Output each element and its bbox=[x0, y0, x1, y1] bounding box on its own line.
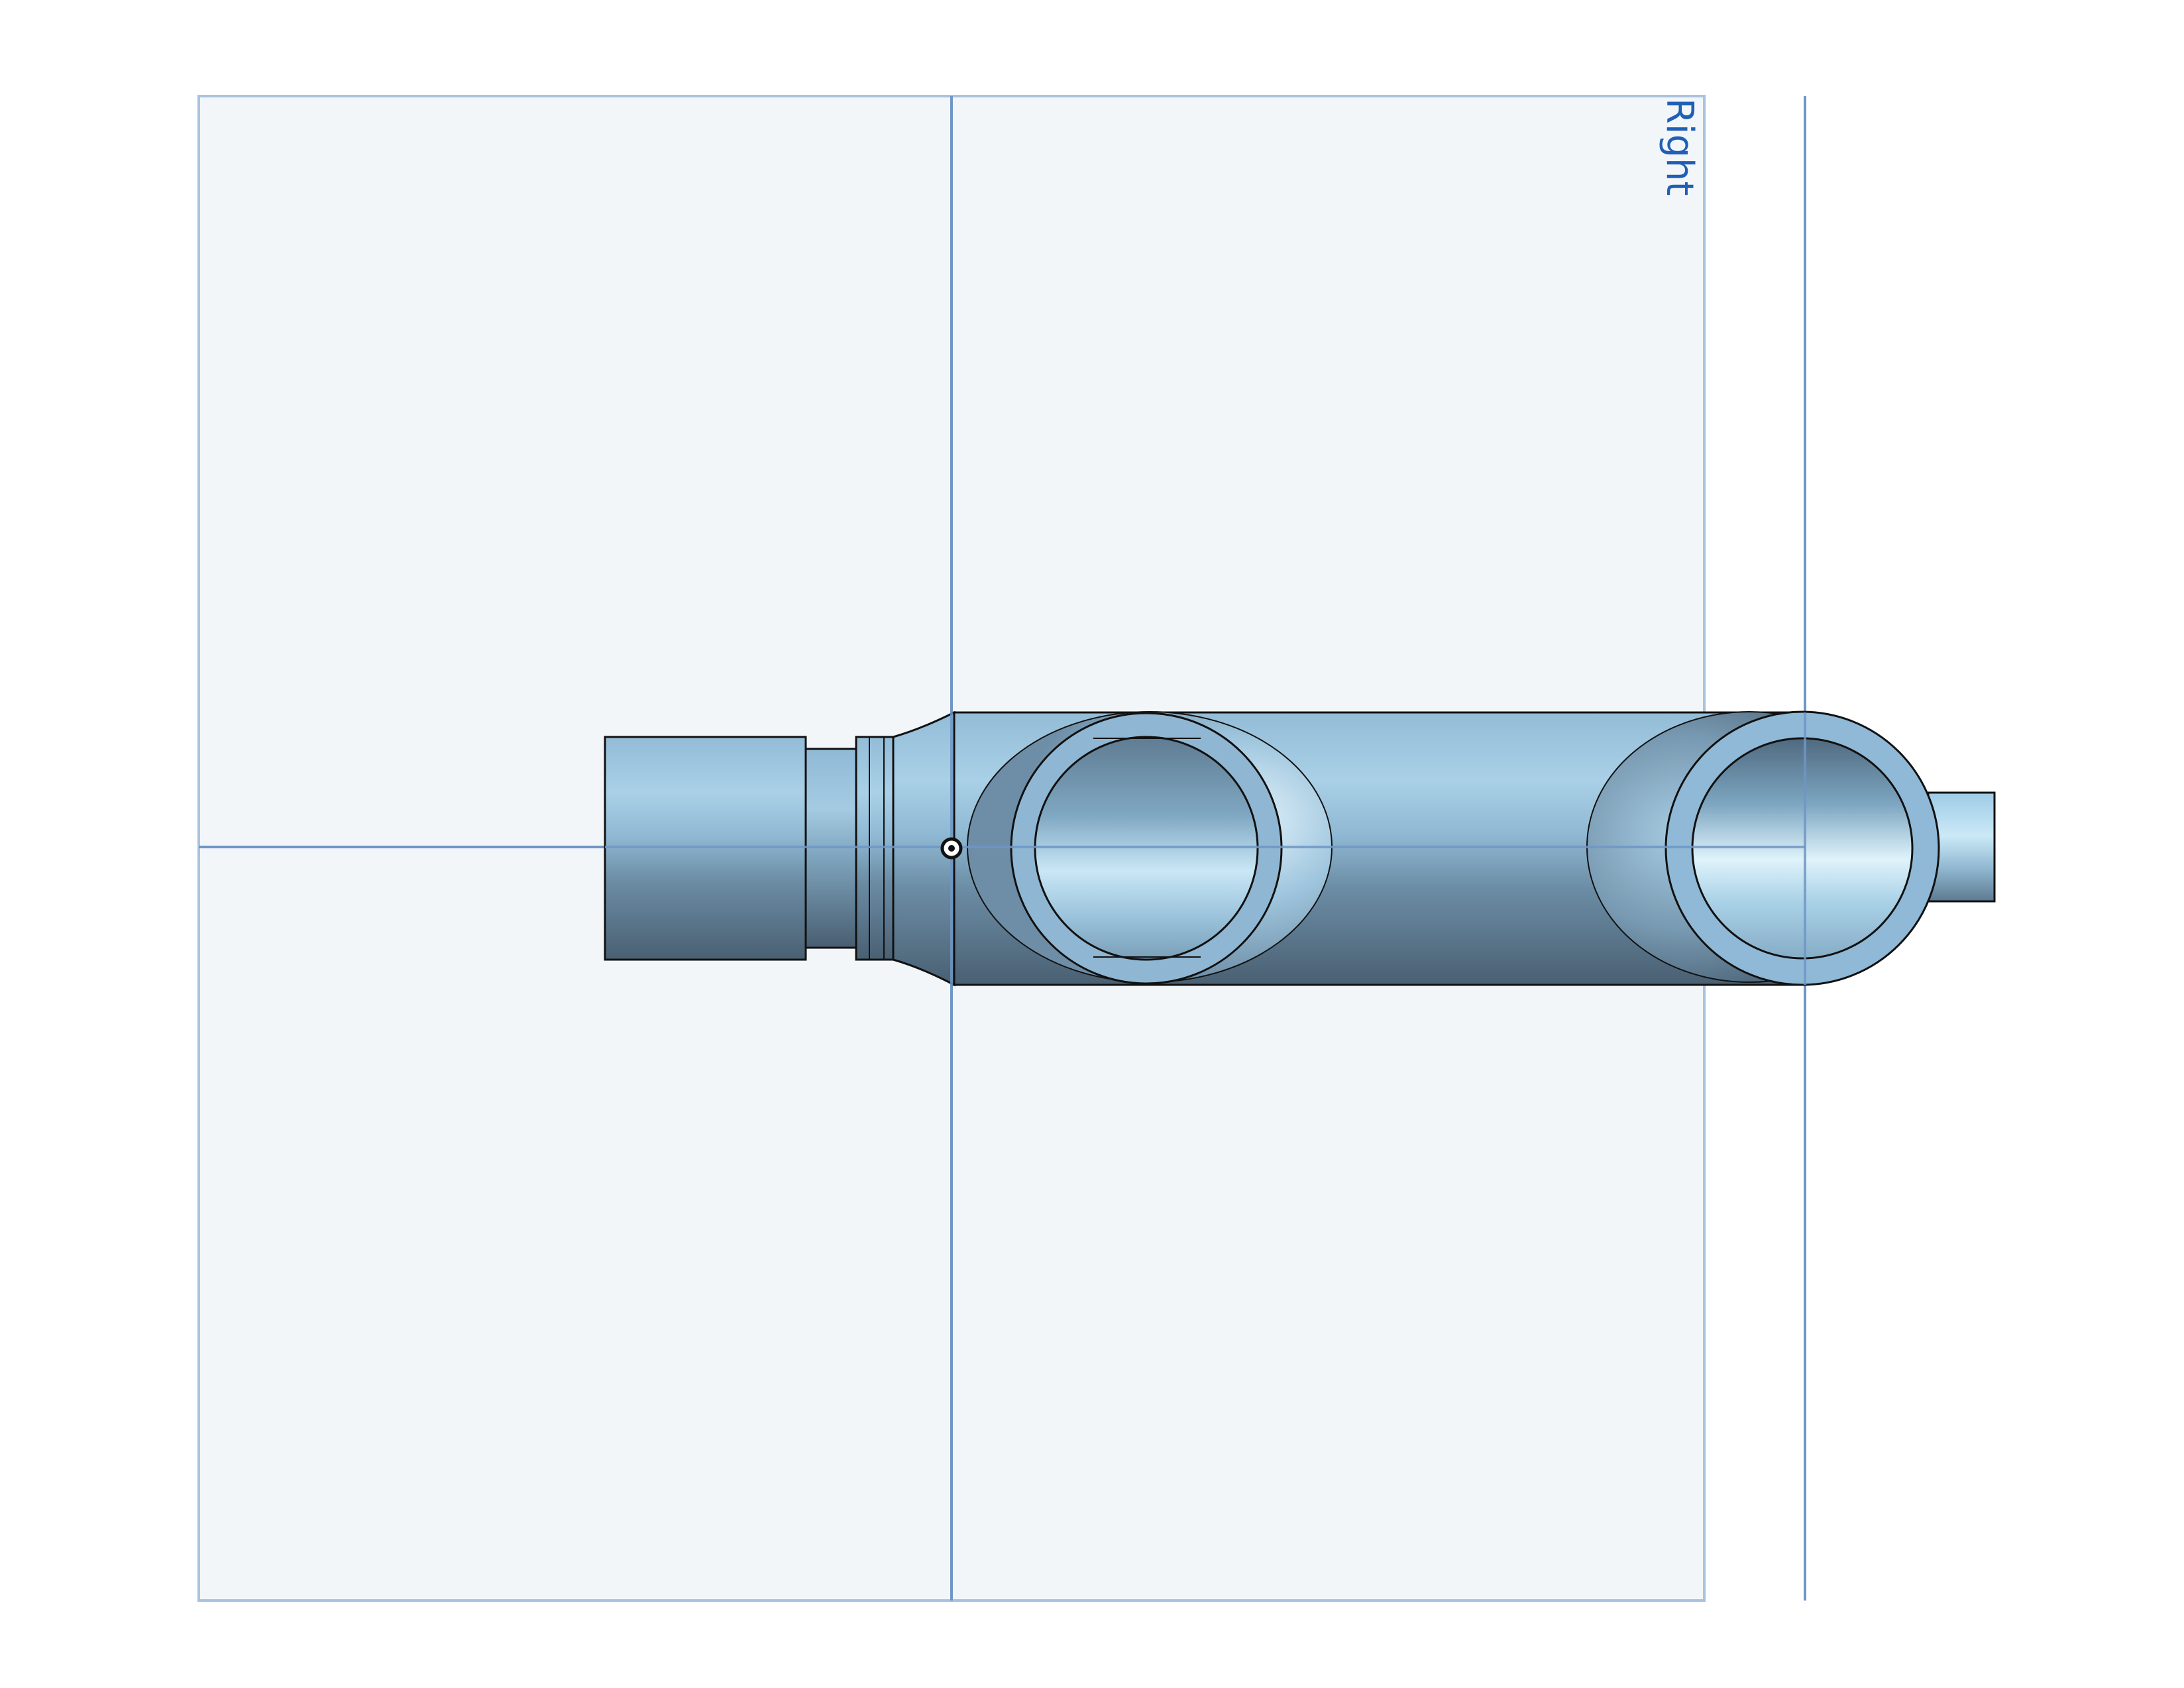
part-body[interactable] bbox=[604, 710, 1996, 987]
origin-marker[interactable] bbox=[940, 837, 963, 860]
right-plane-label[interactable]: Right bbox=[1658, 98, 1701, 196]
